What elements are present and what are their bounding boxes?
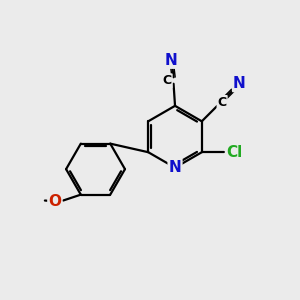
Text: N: N — [165, 53, 178, 68]
Text: C: C — [163, 74, 172, 87]
Text: Cl: Cl — [226, 145, 242, 160]
Text: C: C — [218, 96, 227, 109]
Text: N: N — [169, 160, 182, 175]
Text: N: N — [233, 76, 246, 91]
Text: O: O — [48, 194, 62, 209]
